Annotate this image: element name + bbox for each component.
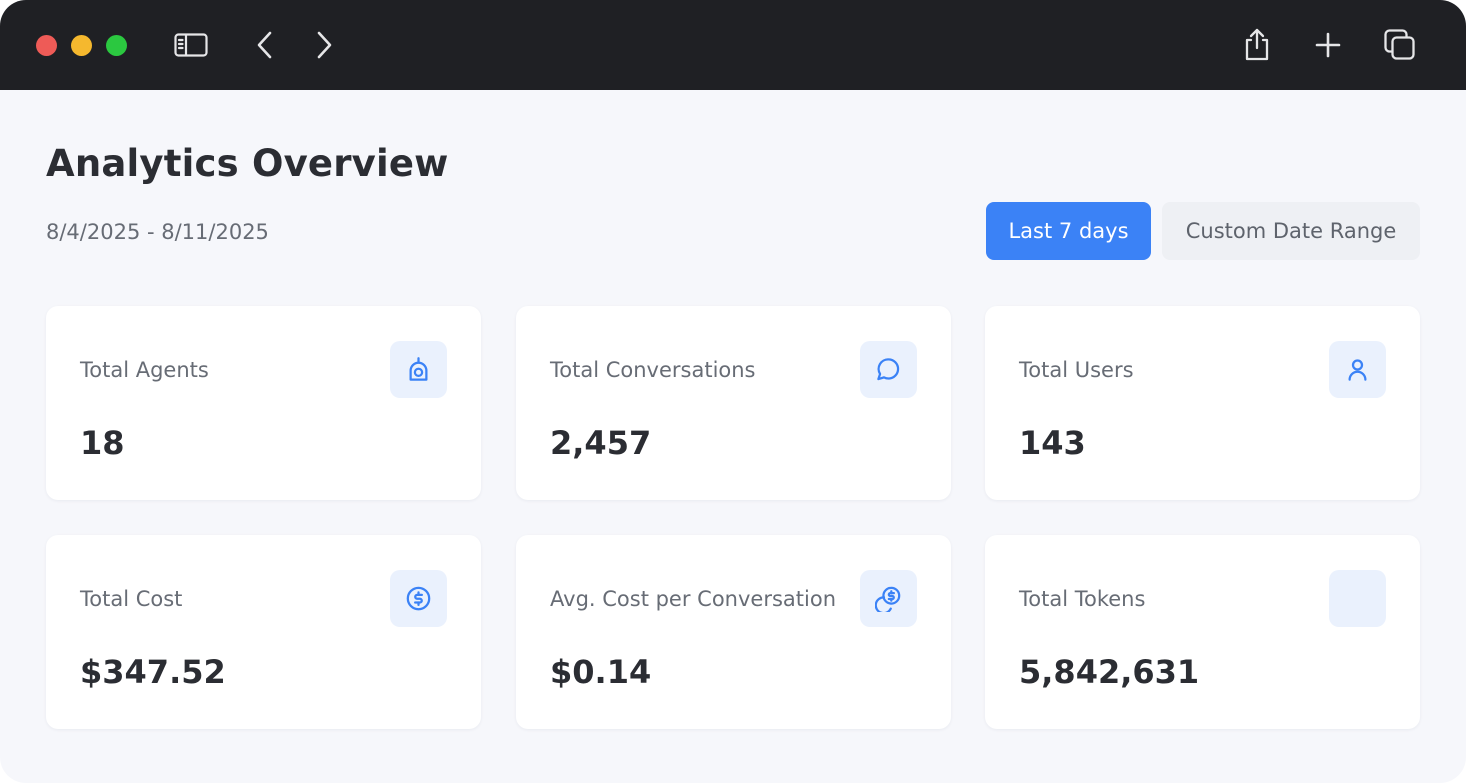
coins-icon [860,570,917,627]
new-tab-icon[interactable] [1310,27,1346,63]
stat-card-avg-cost-per-conversation: Avg. Cost per Conversation $0.14 [516,535,951,729]
date-range-text: 8/4/2025 - 8/11/2025 [46,220,269,244]
last-7-days-button[interactable]: Last 7 days [986,202,1151,260]
stat-card-total-tokens: Total Tokens 5,842,631 [985,535,1420,729]
back-icon[interactable] [247,27,283,63]
custom-date-range-button[interactable]: Custom Date Range [1162,202,1420,260]
chat-bubble-icon [860,341,917,398]
stat-label: Total Cost [80,587,183,611]
browser-toolbar [0,0,1466,90]
page-title: Analytics Overview [46,142,449,185]
stat-label: Total Agents [80,358,209,382]
share-icon[interactable] [1239,27,1275,63]
stat-value: 5,842,631 [1019,653,1200,691]
dollar-circle-icon [390,570,447,627]
stat-value: $0.14 [550,653,652,691]
minimize-window-button[interactable] [71,35,92,56]
stat-value: 18 [80,424,125,462]
stat-label: Avg. Cost per Conversation [550,587,837,611]
user-icon [1329,341,1386,398]
close-window-button[interactable] [36,35,57,56]
sidebar-icon[interactable] [173,27,209,63]
stat-label: Total Users [1019,358,1134,382]
tabs-overview-icon[interactable] [1382,27,1418,63]
stat-value: $347.52 [80,653,226,691]
stat-card-total-cost: Total Cost $347.52 [46,535,481,729]
tokens-icon [1329,570,1386,627]
stat-label: Total Tokens [1019,587,1146,611]
stat-value: 143 [1019,424,1086,462]
stat-card-total-users: Total Users 143 [985,306,1420,500]
stat-card-total-conversations: Total Conversations 2,457 [516,306,951,500]
stat-card-total-agents: Total Agents 18 [46,306,481,500]
stat-label: Total Conversations [550,358,756,382]
forward-icon[interactable] [306,27,342,63]
stat-value: 2,457 [550,424,652,462]
bot-icon [390,341,447,398]
zoom-window-button[interactable] [106,35,127,56]
analytics-page: Analytics Overview 8/4/2025 - 8/11/2025 … [0,90,1466,783]
